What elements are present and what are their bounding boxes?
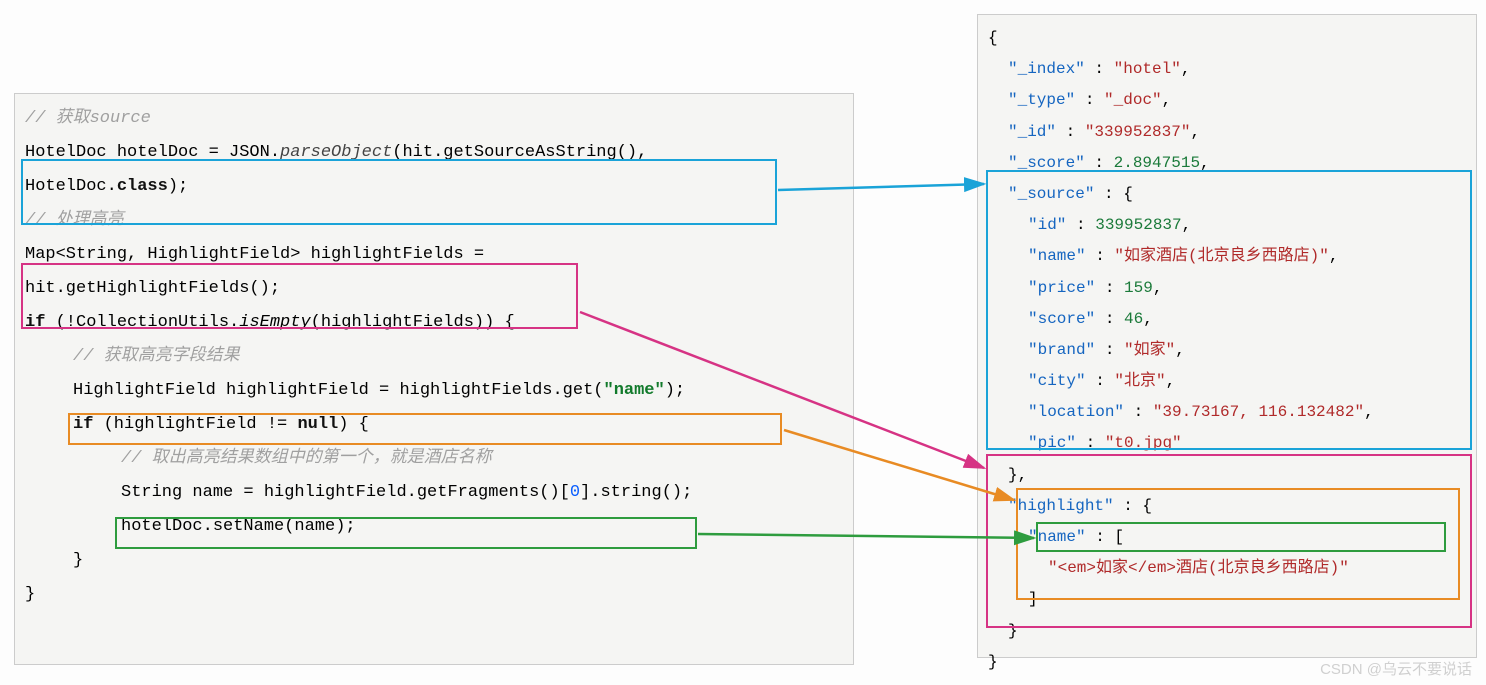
json-line: "<em>如家</em>酒店(北京良乡西路店)" xyxy=(988,553,1466,584)
json-line: "_type" : "_doc", xyxy=(988,85,1466,116)
java-code-panel: // 获取source HotelDoc hotelDoc = JSON.par… xyxy=(14,93,854,665)
json-line: "highlight" : { xyxy=(988,491,1466,522)
json-line: "pic" : "t0.jpg" xyxy=(988,428,1466,459)
code-line: if (highlightField != null) { xyxy=(25,408,843,442)
code-line: } xyxy=(25,578,843,612)
json-line: "_source" : { xyxy=(988,179,1466,210)
json-line: "name" : [ xyxy=(988,522,1466,553)
code-line: Map<String, HighlightField> highlightFie… xyxy=(25,238,843,272)
code-line: } xyxy=(25,544,843,578)
json-line: "id" : 339952837, xyxy=(988,210,1466,241)
code-line: String name = highlightField.getFragment… xyxy=(25,476,843,510)
json-line: "name" : "如家酒店(北京良乡西路店)", xyxy=(988,241,1466,272)
json-line: }, xyxy=(988,460,1466,491)
code-line: hotelDoc.setName(name); xyxy=(25,510,843,544)
json-line: "location" : "39.73167, 116.132482", xyxy=(988,397,1466,428)
json-line: "price" : 159, xyxy=(988,273,1466,304)
watermark: CSDN @乌云不要说话 xyxy=(1320,658,1472,679)
code-line: HighlightField highlightField = highligh… xyxy=(25,374,843,408)
code-line: if (!CollectionUtils.isEmpty(highlightFi… xyxy=(25,306,843,340)
code-line: // 获取source xyxy=(25,102,843,136)
json-line: "_id" : "339952837", xyxy=(988,117,1466,148)
code-line: // 获取高亮字段结果 xyxy=(25,340,843,374)
code-line: // 取出高亮结果数组中的第一个，就是酒店名称 xyxy=(25,442,843,476)
code-line: HotelDoc.class); xyxy=(25,170,843,204)
json-line: ] xyxy=(988,584,1466,615)
code-line: hit.getHighlightFields(); xyxy=(25,272,843,306)
json-line: { xyxy=(988,23,1466,54)
json-response-panel: { "_index" : "hotel", "_type" : "_doc", … xyxy=(977,14,1477,658)
code-line: HotelDoc hotelDoc = JSON.parseObject(hit… xyxy=(25,136,843,170)
json-line: } xyxy=(988,616,1466,647)
json-line: "_index" : "hotel", xyxy=(988,54,1466,85)
json-line: "brand" : "如家", xyxy=(988,335,1466,366)
json-line: "city" : "北京", xyxy=(988,366,1466,397)
json-line: "_score" : 2.8947515, xyxy=(988,148,1466,179)
code-line: // 处理高亮 xyxy=(25,204,843,238)
json-line: "score" : 46, xyxy=(988,304,1466,335)
